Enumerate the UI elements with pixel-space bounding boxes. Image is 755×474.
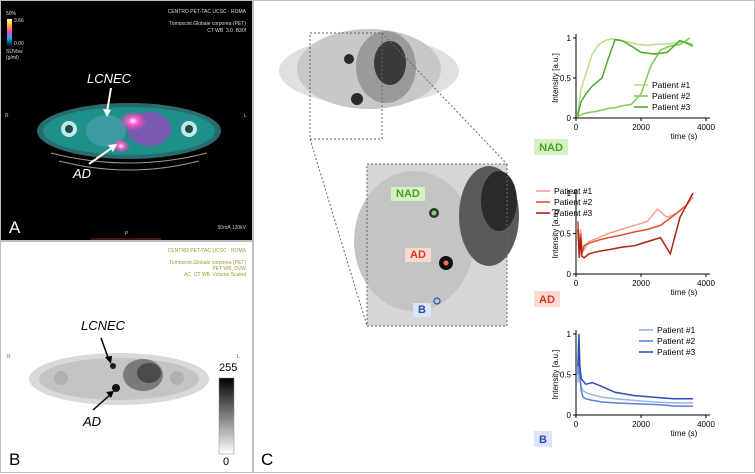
panel-b: CENTRO PET-TAC UCSC - ROMA Tomoscint.Glo… xyxy=(0,241,253,473)
series-line xyxy=(577,342,693,407)
zoomed-slice xyxy=(354,164,519,326)
units-sub-label: (g/ml) xyxy=(6,55,19,61)
panel-c: NAD AD B C 0 2000 4000 0 0.5 1 time (s) Intensi… xyxy=(253,0,755,473)
chart-tag-label: B xyxy=(539,434,547,446)
panel-a-letter: A xyxy=(9,218,21,237)
scale-min-label: 0 xyxy=(223,456,230,468)
units-label: SUVbw xyxy=(6,49,23,55)
header-study: Tomoscint.Globale corporea (PET) xyxy=(169,260,246,266)
x-tick-label: 4000 xyxy=(697,279,715,288)
side-label-right: R xyxy=(7,354,11,360)
x-tick-label: 0 xyxy=(574,279,579,288)
lcnec-focus xyxy=(110,363,116,369)
chart-tag-bg xyxy=(534,291,560,307)
lcnec-uptake xyxy=(119,111,147,131)
posterior-mark: P xyxy=(125,231,129,237)
roi-b-marker xyxy=(433,297,441,305)
legend-label: Patient #2 xyxy=(652,91,691,101)
chart-tag-bg xyxy=(534,139,568,155)
y-tick-label: 0.5 xyxy=(560,371,572,380)
legend-label: Patient #2 xyxy=(657,336,696,346)
x-tick-label: 4000 xyxy=(697,420,715,429)
header-recon: AC CT WB Volume Scaled xyxy=(184,272,246,278)
x-axis-label: time (s) xyxy=(671,429,698,438)
x-axis-label: time (s) xyxy=(671,132,698,141)
y-tick-label: 0.5 xyxy=(560,230,572,239)
y-axis-label: Intensity [a.u.] xyxy=(551,53,560,103)
ad-label: AD xyxy=(73,166,92,181)
x-axis-label: time (s) xyxy=(671,288,698,297)
roi-ad-tag: AD xyxy=(405,248,431,262)
roi-ad-marker xyxy=(443,260,449,266)
series-line xyxy=(577,333,693,400)
chart-tag-label: NAD xyxy=(539,142,563,154)
series-line xyxy=(577,192,694,259)
y-tick-label: 1 xyxy=(567,189,572,198)
chart-tag-bg xyxy=(534,431,552,447)
header-series: CT WB 3.0 B30f xyxy=(207,28,246,34)
y-tick-label: 1 xyxy=(567,34,572,43)
ad-label: AD xyxy=(83,414,102,429)
legend-label: Patient #1 xyxy=(652,80,691,90)
series-line xyxy=(576,38,694,117)
scale-max-label: 255 xyxy=(219,362,238,374)
panel-c-letter: C xyxy=(261,450,274,469)
colorbar-top-label: 50% xyxy=(6,11,17,17)
legend-label: Patient #3 xyxy=(652,102,691,112)
x-tick-label: 0 xyxy=(574,123,579,132)
legend-label: Patient #1 xyxy=(657,325,696,335)
legend-label: Patient #2 xyxy=(554,197,593,207)
side-label-left: L xyxy=(237,354,240,360)
acquisition-info: 90mA 120kV xyxy=(217,225,246,231)
grayscale-bar xyxy=(218,377,235,455)
header-series: PET WB_DVW xyxy=(212,266,246,272)
roi-nad-tag: NAD xyxy=(391,187,425,201)
ad-focus xyxy=(112,384,120,392)
lcnec-label: LCNEC xyxy=(81,318,126,333)
roi-nad-marker xyxy=(431,210,437,216)
y-axis-label: Intensity [a.u.] xyxy=(551,209,560,259)
colorbar-min-label: 0.00 xyxy=(14,41,24,47)
y-tick-label: 0.5 xyxy=(560,74,572,83)
x-tick-label: 4000 xyxy=(697,123,715,132)
legend-label: Patient #1 xyxy=(554,186,593,196)
x-tick-label: 2000 xyxy=(632,279,650,288)
y-tick-label: 0 xyxy=(567,270,572,279)
panel-a: 50% 3.66 0.00 SUVbw (g/ml) CENTRO PET-TA… xyxy=(0,0,253,241)
pet-mip-image xyxy=(29,337,235,455)
pet-ct-fusion-image xyxy=(7,19,221,240)
legend-label: Patient #3 xyxy=(657,347,696,357)
ad-uptake xyxy=(112,139,130,153)
y-tick-label: 1 xyxy=(567,330,572,339)
lcnec-arrow xyxy=(100,337,110,361)
lcnec-label: LCNEC xyxy=(87,71,132,86)
header-institute: CENTRO PET-TAC UCSC - ROMA xyxy=(167,248,246,254)
colorbar-max-label: 3.66 xyxy=(14,18,24,24)
pet-roi-images xyxy=(279,29,519,327)
side-label-right: R xyxy=(5,113,9,119)
y-tick-label: 0 xyxy=(567,114,572,123)
ad-arrow xyxy=(92,393,112,411)
legend-label: Patient #3 xyxy=(554,208,593,218)
panel-b-letter: B xyxy=(9,450,21,469)
y-axis-label: Intensity [a.u.] xyxy=(551,350,560,400)
ad-arrow xyxy=(88,146,114,165)
x-tick-label: 2000 xyxy=(632,420,650,429)
chart-tag-label: AD xyxy=(539,294,555,306)
series-line xyxy=(577,37,691,118)
x-tick-label: 0 xyxy=(574,420,579,429)
roi-b-tag: B xyxy=(413,303,431,317)
header-study: Tomoscint.Globale corporea (PET) xyxy=(169,21,246,27)
colorbar xyxy=(7,19,12,47)
lcnec-arrow xyxy=(106,87,112,113)
side-label-left: L xyxy=(244,113,247,119)
y-tick-label: 0 xyxy=(567,411,572,420)
header-institute: CENTRO PET-TAC UCSC - ROMA xyxy=(167,9,246,15)
axial-slice-overview xyxy=(279,29,459,109)
x-tick-label: 2000 xyxy=(632,123,650,132)
